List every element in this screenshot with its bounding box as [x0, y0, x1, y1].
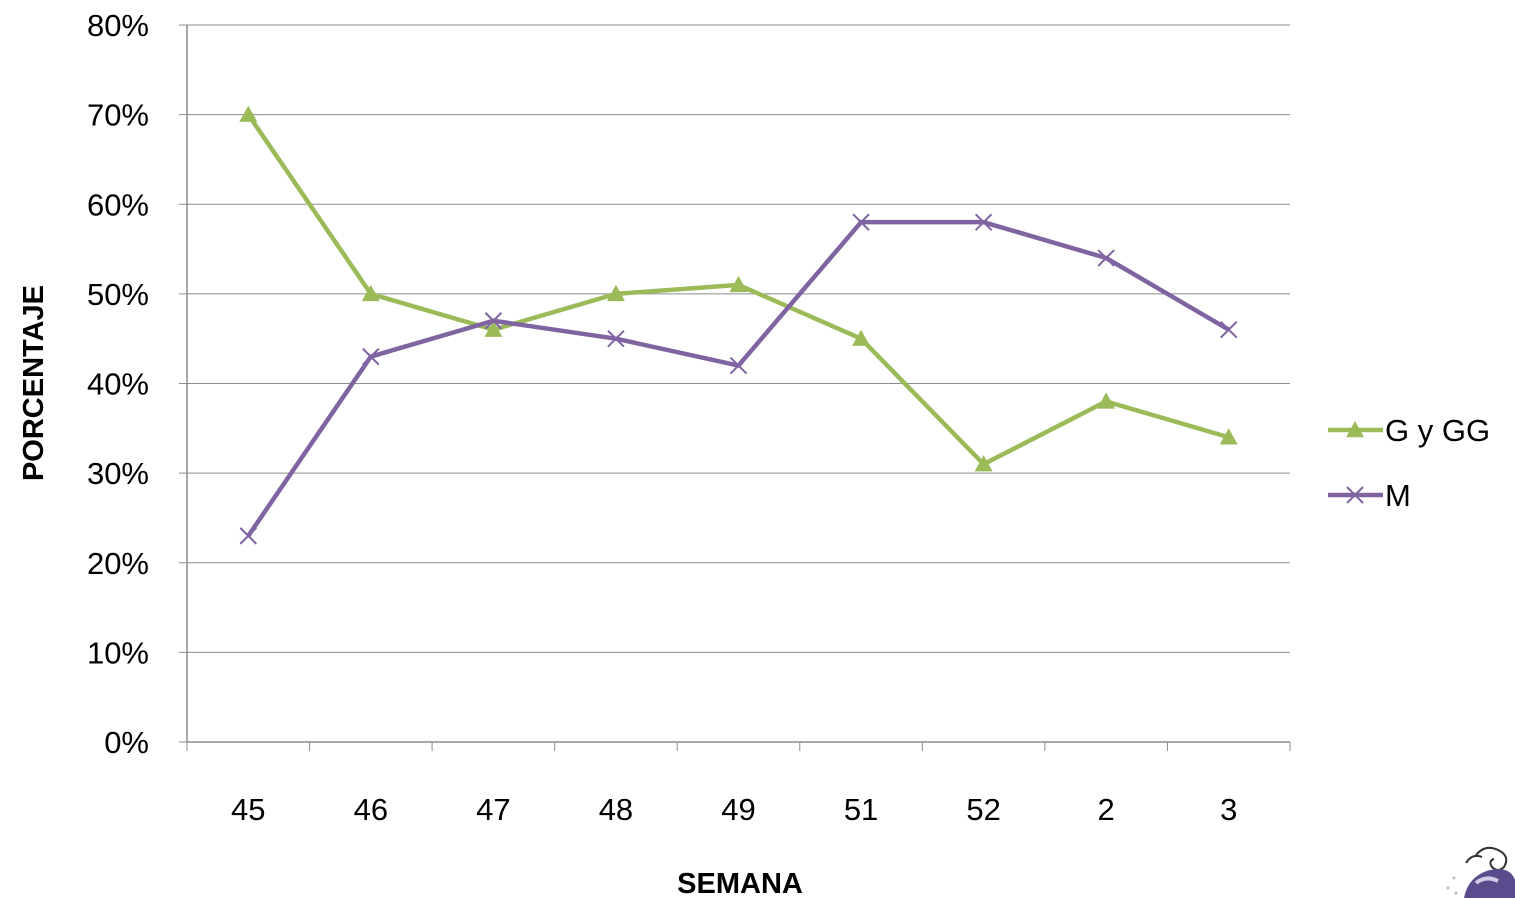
x-tick-label: 48: [599, 792, 633, 827]
y-tick-label: 30%: [87, 456, 149, 491]
series-line: [246, 219, 1230, 538]
y-tick-labels: 0% 10% 20% 30% 40% 50% 60% 70% 80%: [87, 8, 149, 760]
legend: G y GG M: [1328, 413, 1490, 513]
y-tick-label: 80%: [87, 8, 149, 43]
y-tick-label: 60%: [87, 187, 149, 222]
y-tick-label: 0%: [104, 725, 149, 760]
data-point: [1097, 392, 1116, 409]
data-point: [1220, 321, 1238, 339]
series-lines: [239, 105, 1238, 545]
data-point: [484, 312, 503, 330]
data-point: [974, 213, 993, 231]
x-tick-labels: 45 46 47 48 49 51 52 2 3: [231, 792, 1237, 827]
data-point: [361, 284, 380, 302]
data-point: [607, 329, 625, 348]
x-tick-label: 2: [1098, 792, 1115, 827]
legend-label: M: [1385, 478, 1411, 513]
data-point: [362, 347, 380, 366]
data-point: [239, 527, 257, 545]
x-tick-label: 47: [476, 792, 510, 827]
marker-stroke: [974, 213, 993, 231]
data-point: [729, 275, 748, 293]
legend-entry: M: [1328, 478, 1411, 513]
y-tick-label: 20%: [87, 546, 149, 581]
y-axis-title: PORCENTAJE: [18, 285, 50, 481]
marker-stroke: [1097, 249, 1115, 267]
legend-entry: G y GG: [1328, 413, 1490, 448]
x-tick-label: 52: [966, 792, 1000, 827]
x-tick-label: 49: [721, 792, 755, 827]
data-point: [1219, 428, 1238, 445]
legend-marker: [1346, 421, 1364, 438]
marker-stroke: [1220, 321, 1238, 339]
marker-stroke: [362, 347, 380, 366]
axes: [179, 24, 1291, 751]
x-tick-label: 3: [1220, 792, 1237, 827]
data-point: [729, 356, 748, 375]
y-tick-label: 40%: [87, 367, 149, 402]
marker-stroke: [484, 312, 503, 330]
data-point: [852, 329, 871, 346]
legend-label: G y GG: [1385, 413, 1490, 448]
marker-stroke: [852, 213, 870, 231]
marker-stroke: [607, 329, 625, 348]
series-1: [239, 105, 1238, 472]
x-tick-label: 46: [354, 792, 388, 827]
gridlines: [187, 24, 1290, 653]
data-point: [606, 284, 625, 302]
x-tick-label: 51: [844, 792, 878, 827]
cartoon-mascot-icon: [1436, 843, 1515, 898]
marker-stroke: [729, 356, 748, 375]
x-tick-label: 45: [231, 792, 265, 827]
legend-marker: [1346, 486, 1364, 504]
data-point: [974, 455, 993, 472]
y-tick-label: 10%: [87, 635, 149, 670]
data-point: [239, 105, 258, 122]
x-axis-title: SEMANA: [677, 868, 803, 898]
data-point: [1097, 249, 1115, 267]
y-tick-label: 50%: [87, 277, 149, 312]
data-point: [484, 320, 503, 337]
marker-stroke: [239, 527, 257, 545]
y-tick-label: 70%: [87, 98, 149, 133]
data-point: [852, 213, 870, 231]
series-2: [239, 213, 1238, 545]
